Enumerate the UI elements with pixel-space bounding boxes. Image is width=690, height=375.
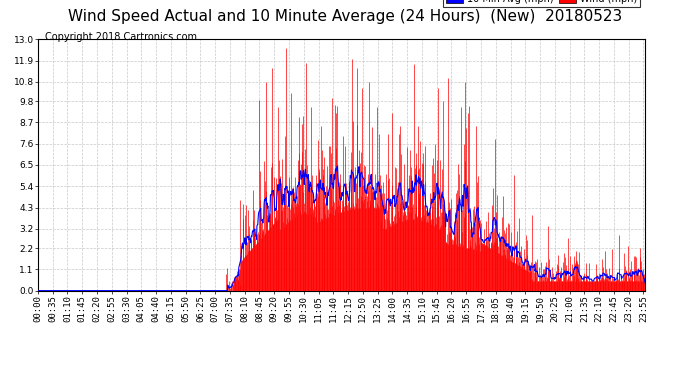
Text: Copyright 2018 Cartronics.com: Copyright 2018 Cartronics.com [45, 32, 197, 42]
Legend: 10 Min Avg (mph), Wind (mph): 10 Min Avg (mph), Wind (mph) [443, 0, 640, 7]
Text: Wind Speed Actual and 10 Minute Average (24 Hours)  (New)  20180523: Wind Speed Actual and 10 Minute Average … [68, 9, 622, 24]
